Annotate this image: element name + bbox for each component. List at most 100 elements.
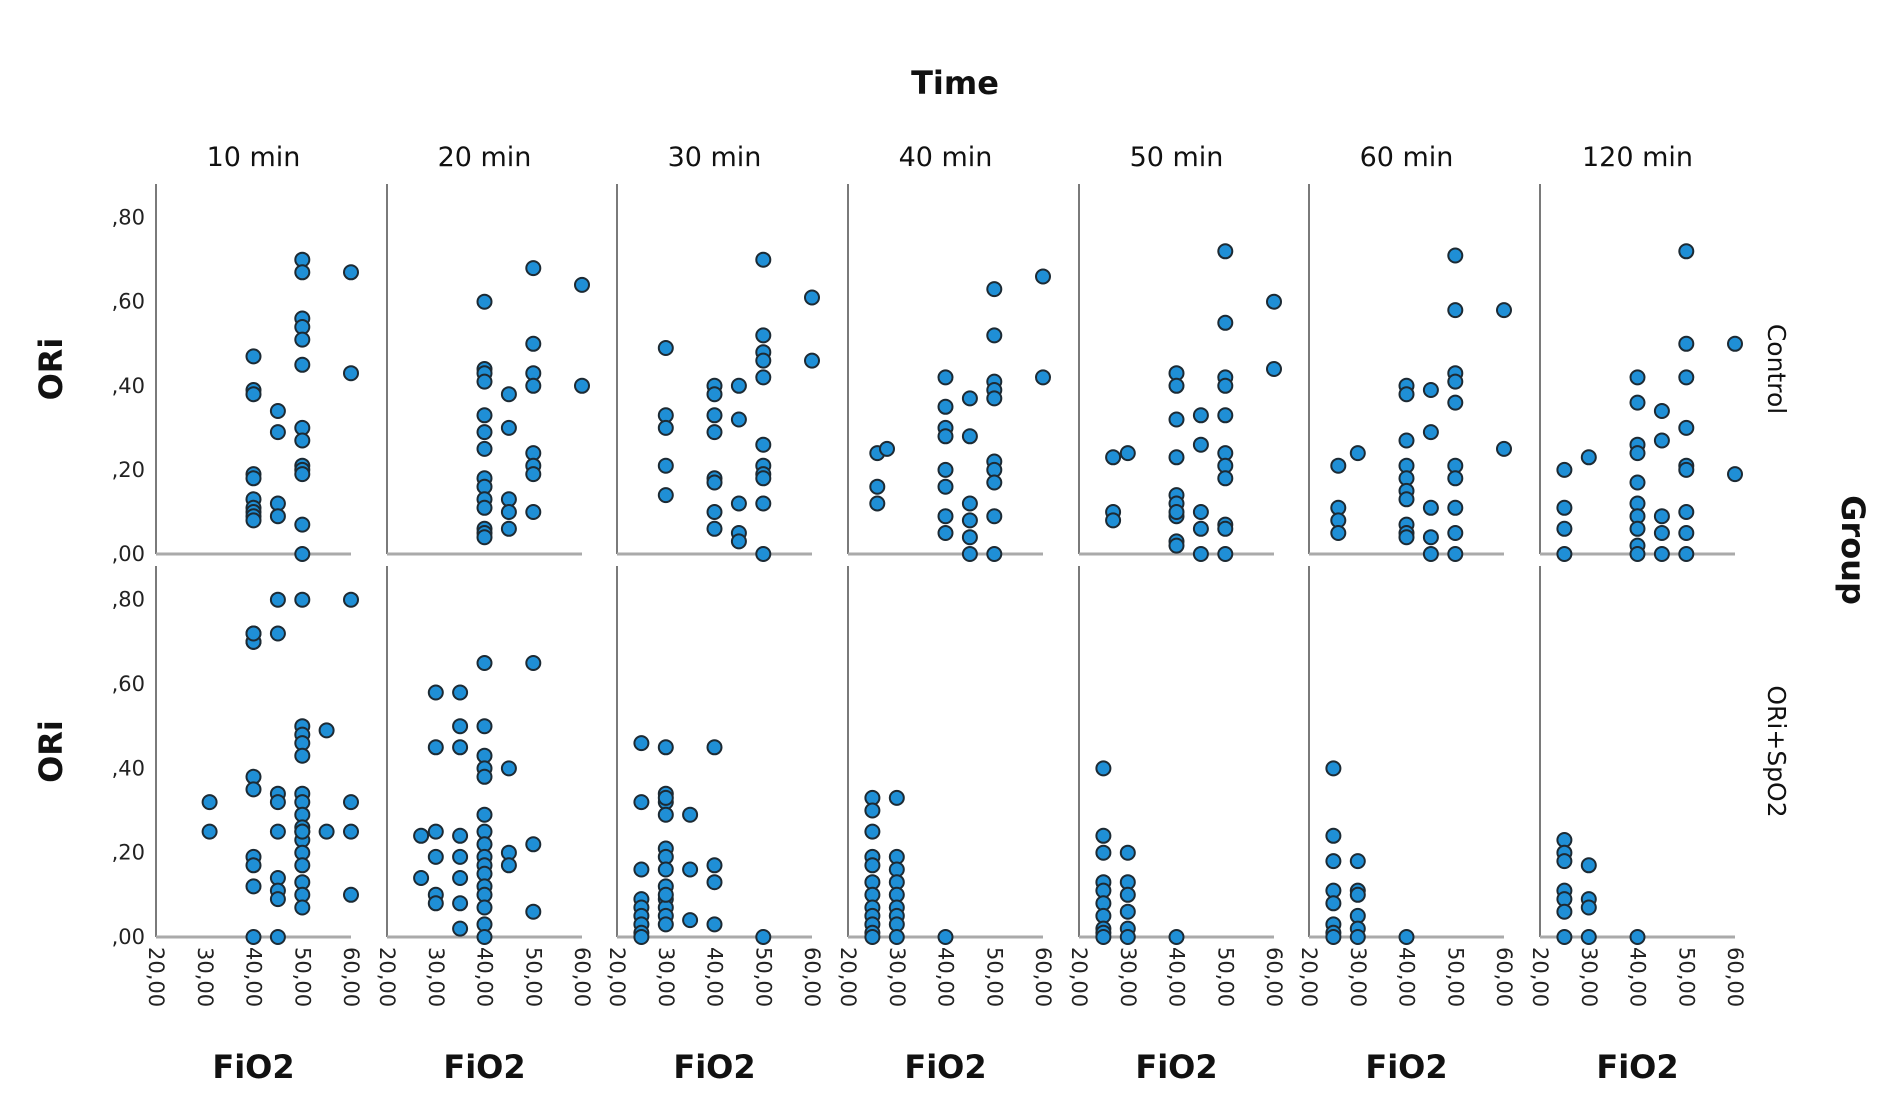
data-point [1217,407,1234,424]
data-point [730,533,747,550]
data-point [755,436,772,453]
data-point [294,747,311,764]
data-point [476,655,493,671]
data-point [294,899,311,916]
y-tick-label: ,60 [112,290,145,314]
data-point [245,386,262,403]
x-tick-label: 20,00 [1067,947,1091,1007]
data-point [269,424,286,441]
x-tick-label: 50,00 [521,947,545,1007]
data-point [1119,844,1136,861]
data-point [1095,760,1112,777]
data-point [476,424,493,441]
data-point [318,722,335,739]
data-point [294,857,311,874]
data-point [245,781,262,798]
data-point [452,739,469,756]
y-tick-label: ,20 [112,841,145,865]
y-axis-title: ORi [32,338,70,401]
data-point [1556,499,1573,516]
data-point [730,495,747,512]
data-point [937,478,954,495]
data-point [1727,335,1743,352]
data-point [1217,243,1234,260]
data-point [1556,461,1573,478]
x-tick-label: 40,00 [703,947,727,1007]
data-point [476,718,493,735]
data-point [1629,546,1646,562]
data-point [657,739,674,756]
data-point [294,466,311,483]
data-point [864,929,881,945]
data-point [245,625,262,642]
data-point [804,352,820,369]
row-facet-label: ORi+SpO2 [1762,685,1791,817]
data-point [500,419,517,436]
data-point [755,929,772,945]
data-point [706,916,723,933]
data-point [864,857,881,874]
data-point [525,335,542,352]
data-point [1119,903,1136,920]
data-point [525,903,542,920]
data-point [888,929,905,945]
data-point [1629,445,1646,462]
data-point [633,929,650,945]
data-point [961,546,978,562]
data-point [1217,314,1234,331]
data-point [1556,929,1573,945]
data-point [476,929,493,945]
data-point [343,264,359,281]
data-point [1168,377,1185,394]
data-point [657,487,674,504]
data-point [986,281,1003,298]
data-point [1095,827,1112,844]
data-point [706,474,723,491]
data-point [804,289,820,306]
data-point [269,625,286,642]
data-point [937,525,954,541]
data-point [1422,499,1439,516]
x-tick-label: 60,00 [1031,947,1055,1007]
data-point [1266,293,1282,310]
data-point [452,848,469,865]
y-tick-label: ,40 [112,374,145,398]
data-point [1398,386,1415,403]
x-tick-label: 30,00 [1346,947,1370,1007]
data-point [1556,546,1573,562]
data-point [1447,394,1464,411]
data-point [1678,243,1695,260]
data-point [961,512,978,529]
column-facet-label: 30 min [668,142,762,173]
x-tick-label: 20,00 [836,947,860,1007]
data-point [1349,929,1366,945]
y-tick-label: ,80 [112,206,145,230]
data-point [869,495,886,512]
x-tick-label: 20,00 [375,947,399,1007]
data-point [1192,520,1209,537]
data-point [633,735,650,752]
x-tick-label: 50,00 [1443,947,1467,1007]
data-point [755,546,772,562]
data-point [1192,407,1209,424]
data-point [245,929,262,945]
data-point [879,440,895,457]
data-point [1398,529,1415,546]
data-point [269,891,286,908]
data-point [476,768,493,785]
data-point [294,331,311,348]
data-point [294,546,311,562]
data-point [657,806,674,823]
x-tick-label: 20,00 [605,947,629,1007]
data-point [1168,929,1185,945]
data-point [706,504,723,520]
y-axis-title: ORi [32,720,70,783]
data-point [961,390,978,407]
data-point [1217,520,1234,537]
data-point [1447,247,1464,264]
data-point [1556,853,1573,870]
data-point [1653,525,1670,541]
data-point [1678,335,1695,352]
